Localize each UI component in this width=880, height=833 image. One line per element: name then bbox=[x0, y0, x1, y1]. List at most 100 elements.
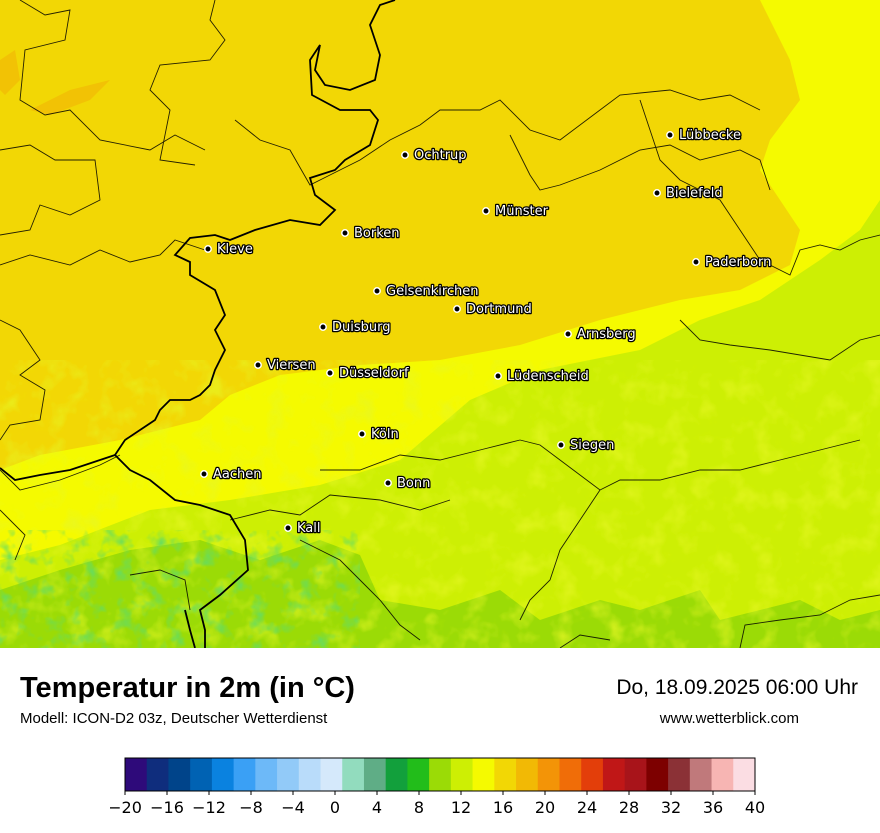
legend-swatch bbox=[472, 758, 495, 791]
city-kleve: Kleve bbox=[204, 241, 254, 258]
legend-tick-label: 24 bbox=[577, 798, 597, 817]
city-dot bbox=[200, 470, 208, 478]
city-label: Bielefeld bbox=[666, 186, 723, 201]
city-gelsenkirchen: Gelsenkirchen bbox=[373, 283, 480, 300]
warm-patch bbox=[30, 80, 110, 115]
city-dot bbox=[326, 369, 334, 377]
city-label: Kleve bbox=[217, 242, 253, 257]
city-label: Lübbecke bbox=[679, 128, 741, 143]
legend-swatch bbox=[581, 758, 604, 791]
legend-tick-label: 4 bbox=[372, 798, 382, 817]
legend-swatch bbox=[733, 758, 756, 791]
city-label: Münster bbox=[495, 204, 549, 219]
city-dot bbox=[341, 229, 349, 237]
legend-tick-label: 20 bbox=[535, 798, 555, 817]
legend-swatch bbox=[190, 758, 213, 791]
city-dot bbox=[564, 330, 572, 338]
legend-tick-label: −12 bbox=[192, 798, 226, 817]
legend-swatch bbox=[624, 758, 647, 791]
website-link[interactable]: www.wetterblick.com bbox=[659, 710, 799, 727]
city-siegen: Siegen bbox=[557, 437, 616, 454]
temperature-map: Lübbecke Ochtrup Bielefeld Münster Borken Kle… bbox=[0, 0, 880, 648]
city-kall: Kall bbox=[284, 520, 322, 537]
legend-tick-label: 8 bbox=[414, 798, 424, 817]
city-dot bbox=[653, 189, 661, 197]
legend-swatch bbox=[537, 758, 560, 791]
legend-swatch bbox=[211, 758, 235, 791]
city-label: Borken bbox=[354, 226, 400, 241]
city-dot bbox=[384, 479, 392, 487]
legend-tick-label: −16 bbox=[150, 798, 184, 817]
city-dot bbox=[358, 430, 366, 438]
city-paderborn: Paderborn bbox=[692, 254, 773, 271]
city-markers: Lübbecke Ochtrup Bielefeld Münster Borken Kle… bbox=[200, 127, 773, 537]
city-label: Dortmund bbox=[466, 302, 532, 317]
city-dot bbox=[692, 258, 700, 266]
city-label: Aachen bbox=[213, 467, 261, 482]
legend-tick-label: 36 bbox=[703, 798, 723, 817]
legend-swatch bbox=[646, 758, 669, 791]
city-lüdenscheid: Lüdenscheid bbox=[494, 368, 590, 385]
city-label: Siegen bbox=[570, 438, 614, 453]
city-label: Arnsberg bbox=[577, 327, 636, 342]
city-dot bbox=[494, 372, 502, 380]
legend-swatch bbox=[298, 758, 321, 791]
city-dot bbox=[319, 323, 327, 331]
legend-swatch bbox=[429, 758, 452, 791]
city-lübbecke: Lübbecke bbox=[666, 127, 742, 144]
city-dot bbox=[204, 245, 212, 253]
legend-border bbox=[124, 757, 756, 792]
legend-tick-label: −4 bbox=[281, 798, 305, 817]
legend-swatch bbox=[711, 758, 734, 791]
legend-tick-label: 12 bbox=[451, 798, 471, 817]
warm-patch bbox=[0, 50, 20, 95]
forecast-datetime: Do, 18.09.2025 06:00 Uhr bbox=[616, 676, 858, 699]
city-label: Viersen bbox=[267, 358, 316, 373]
legend-swatch bbox=[255, 758, 278, 791]
legend-swatch bbox=[516, 758, 539, 791]
color-legend: −20 −16 −12 −8 −4 0 4 8 12 16 20 24 28 32 36 40 bbox=[108, 748, 770, 828]
city-dot bbox=[557, 441, 565, 449]
legend-swatch bbox=[320, 758, 343, 791]
legend-swatch bbox=[146, 758, 169, 791]
city-dot bbox=[284, 524, 292, 532]
legend-swatch bbox=[385, 758, 408, 791]
legend-swatch bbox=[277, 758, 300, 791]
legend-swatch bbox=[494, 758, 517, 791]
city-ochtrup: Ochtrup bbox=[401, 147, 468, 164]
legend-swatch bbox=[668, 758, 691, 791]
zone-8-10 bbox=[0, 530, 360, 648]
legend-tick-label: 32 bbox=[661, 798, 681, 817]
city-bielefeld: Bielefeld bbox=[653, 185, 724, 202]
city-dot bbox=[254, 361, 262, 369]
legend-swatch bbox=[689, 758, 712, 791]
legend-swatch bbox=[363, 758, 387, 791]
city-label: Bonn bbox=[397, 476, 430, 491]
district-boundaries bbox=[0, 0, 880, 648]
city-köln: Köln bbox=[358, 426, 400, 443]
city-dot bbox=[482, 207, 490, 215]
city-viersen: Viersen bbox=[254, 357, 317, 374]
map-canvas: Lübbecke Ochtrup Bielefeld Münster Borken Kle… bbox=[0, 0, 880, 648]
legend-tick-label: 28 bbox=[619, 798, 639, 817]
legend-tick-label: −8 bbox=[239, 798, 263, 817]
legend-tick-label: 0 bbox=[330, 798, 340, 817]
city-label: Düsseldorf bbox=[339, 366, 409, 381]
map-footer: Temperatur in 2m (in °C) Modell: ICON-D2… bbox=[0, 648, 880, 830]
legend-swatch bbox=[559, 758, 582, 791]
city-arnsberg: Arnsberg bbox=[564, 326, 637, 343]
city-bonn: Bonn bbox=[384, 475, 432, 492]
city-label: Paderborn bbox=[705, 255, 771, 270]
city-aachen: Aachen bbox=[200, 466, 263, 483]
city-dot bbox=[373, 287, 381, 295]
legend-tick-label: 16 bbox=[493, 798, 513, 817]
city-dot bbox=[401, 151, 409, 159]
country-borders bbox=[0, 0, 396, 648]
city-label: Lüdenscheid bbox=[507, 369, 589, 384]
legend-swatch bbox=[125, 758, 148, 791]
legend-swatch bbox=[602, 758, 626, 791]
legend-swatch bbox=[168, 758, 191, 791]
city-düsseldorf: Düsseldorf bbox=[326, 365, 410, 382]
city-label: Kall bbox=[297, 521, 321, 536]
model-credit: Modell: ICON-D2 03z, Deutscher Wetterdie… bbox=[20, 710, 328, 727]
